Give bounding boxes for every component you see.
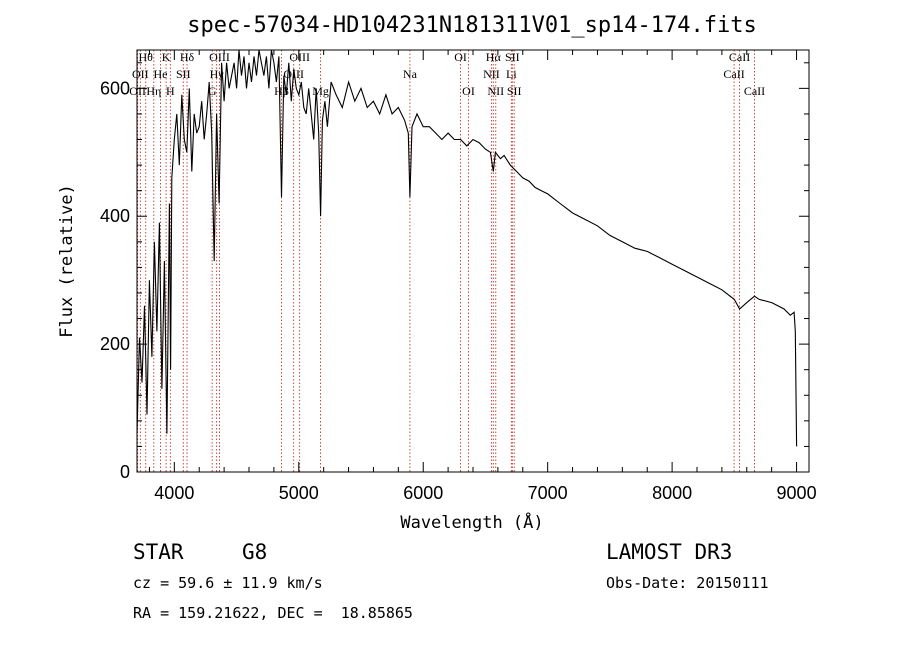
y-tick-label: 0 [120,462,130,482]
spectral-line-label: SII [176,67,191,81]
axis-ticks: 4000 5000 6000 7000 8000 9000 0 200 400 600 [100,50,817,503]
x-tick-label: 8000 [652,483,692,503]
spectral-line-label: OII [132,67,149,81]
spectral-line-label: CaII [729,50,750,64]
spectral-line-label: Li [506,67,517,81]
spectral-line-label: Mg [312,84,329,98]
y-tick-label: 200 [100,334,130,354]
object-subclass: G8 [242,540,267,564]
ra-dec: RA = 159.21622, DEC = 18.85865 [133,604,413,622]
spectral-line-label: Hα [486,50,502,64]
spectral-line-label: OI [454,50,467,64]
spectral-line-label: H [166,84,175,98]
x-tick-label: 7000 [528,483,568,503]
spectral-line-label: G [208,84,217,98]
spectral-line-label: Hγ [210,67,225,81]
x-tick-label: 5000 [279,483,319,503]
spectral-line-label: CaII [723,67,744,81]
spectral-line-label: Hη [146,84,161,98]
plot-frame [136,49,810,473]
spectral-line-label: CaII [744,84,765,98]
x-tick-label: 9000 [777,483,817,503]
spectral-line-label: NII [483,67,500,81]
spectral-line-label: NII [487,84,504,98]
spectral-line-label: Hθ [139,50,154,64]
spectral-line-label: OI [462,84,475,98]
spectral-line-label: K [162,50,171,64]
x-axis-label: Wavelength (Å) [400,511,543,533]
spectrum-line [136,49,798,447]
object-class: STAR [133,540,184,564]
obs-date: Obs-Date: 20150111 [606,574,769,592]
spectral-line-label: OIII [209,50,230,64]
survey-name: LAMOST DR3 [606,540,732,564]
spectral-line-label: Hδ [180,50,195,64]
x-tick-label: 4000 [154,483,194,503]
spectral-line-label: OII [129,84,146,98]
x-tick-label: 6000 [403,483,443,503]
spectral-line-label: Na [403,67,418,81]
y-tick-label: 600 [100,78,130,98]
y-tick-label: 400 [100,206,130,226]
spectral-line-label: He [154,67,168,81]
spectral-line-label: SII [505,50,520,64]
spectral-line-label: SII [507,84,522,98]
spectral-line-label: OIII [289,50,310,64]
y-axis-label: Flux (relative) [57,184,77,338]
spectral-line-markers [137,50,755,472]
chart-title: spec-57034-HD104231N181311V01_sp14-174.f… [187,13,757,38]
redshift-cz: cz = 59.6 ± 11.9 km/s [133,574,323,592]
